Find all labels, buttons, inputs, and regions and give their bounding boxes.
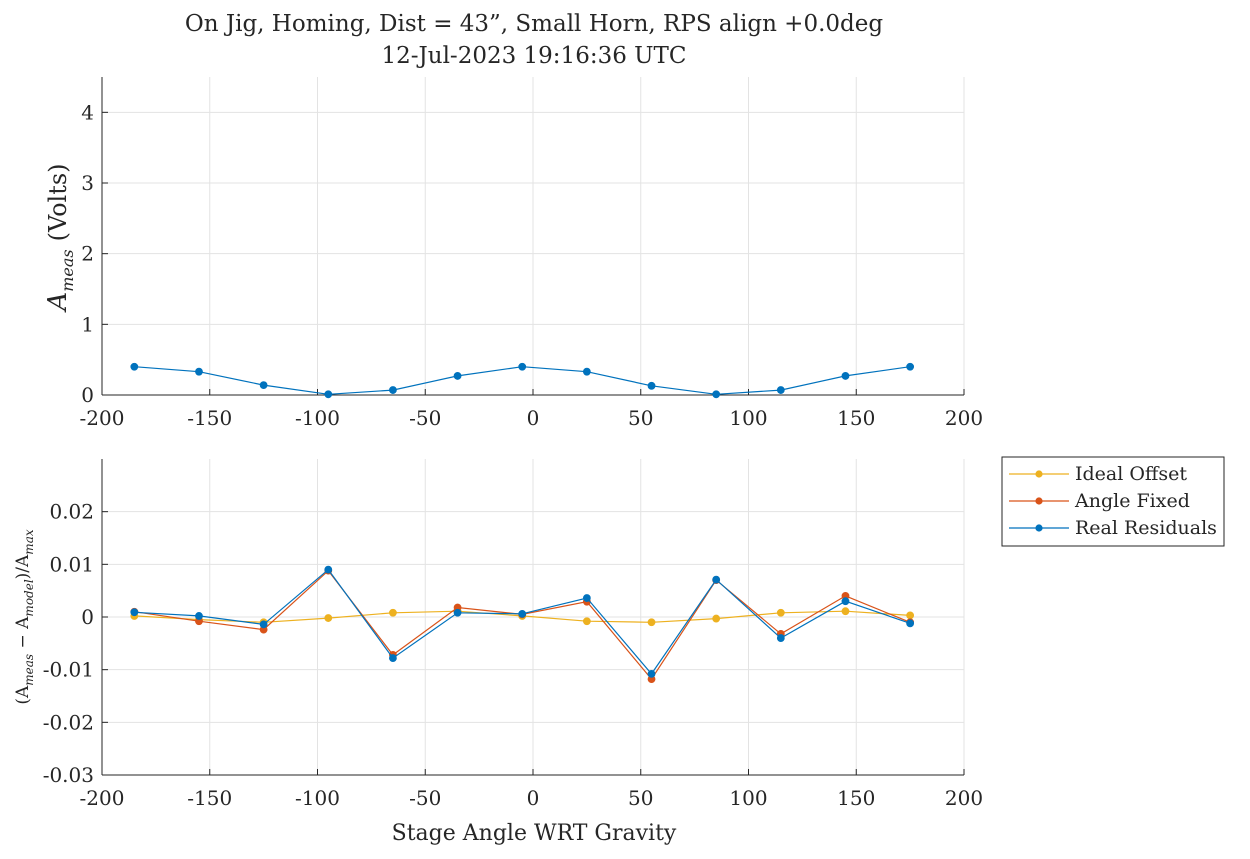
top-data-point-amplitude bbox=[324, 390, 333, 399]
bottom-data-point-real-residuals bbox=[259, 620, 268, 629]
bottom-data-point-ideal-offset bbox=[389, 608, 397, 617]
bottom-data-point-real-residuals bbox=[712, 575, 721, 584]
top-x-tick-label: -50 bbox=[409, 406, 441, 430]
bottom-data-point-real-residuals bbox=[453, 608, 462, 617]
bottom-x-tick-label: 0 bbox=[527, 786, 540, 810]
top-y-tick-label: 1 bbox=[81, 312, 94, 336]
top-y-axis-label: Ameas (Volts) bbox=[43, 163, 77, 312]
bottom-x-tick-label: 100 bbox=[729, 786, 767, 810]
bottom-series bbox=[130, 565, 915, 684]
top-x-tick-label: -150 bbox=[187, 406, 232, 430]
bottom-y-tick-label: -0.03 bbox=[43, 763, 94, 787]
top-plot: -200 -150 -100 -50 0 50 100 150 200 0 1 2 3 4 Ameas (V… bbox=[43, 77, 983, 430]
legend: Ideal Offset Angle Fixed Real Residuals bbox=[1001, 456, 1225, 547]
bottom-y-tick-label: 0.01 bbox=[49, 552, 94, 576]
bottom-y-label-part-5: )/A bbox=[13, 554, 33, 579]
top-data-point-amplitude bbox=[582, 367, 591, 376]
bottom-y-tick-label: 0.02 bbox=[49, 500, 94, 524]
bottom-data-point-real-residuals bbox=[841, 597, 850, 606]
bottom-y-tick-label: 0 bbox=[81, 605, 94, 629]
bottom-data-point-real-residuals bbox=[647, 669, 656, 678]
bottom-x-tick-label: -150 bbox=[187, 786, 232, 810]
bottom-data-point-real-residuals bbox=[518, 609, 527, 618]
bottom-data-point-ideal-offset bbox=[906, 611, 915, 620]
top-y-tick-label: 3 bbox=[81, 171, 94, 195]
top-data-point-amplitude bbox=[647, 381, 656, 390]
top-data-point-amplitude bbox=[389, 386, 397, 394]
bottom-data-point-real-residuals bbox=[130, 608, 139, 617]
bottom-x-axis-label: Stage Angle WRT Gravity bbox=[392, 821, 677, 846]
bottom-axes bbox=[101, 459, 965, 776]
top-data-point-amplitude bbox=[259, 381, 268, 390]
top-data-point-amplitude bbox=[906, 362, 915, 371]
legend-entry-label: Angle Fixed bbox=[1074, 490, 1190, 512]
top-y-tick-label: 0 bbox=[81, 383, 94, 407]
top-data-point-amplitude bbox=[841, 372, 850, 380]
bottom-y-tick-label: -0.02 bbox=[43, 710, 94, 734]
legend-swatch-marker bbox=[1035, 524, 1043, 532]
top-y-tick-label: 4 bbox=[81, 100, 94, 124]
top-axes bbox=[101, 77, 965, 396]
bottom-data-point-ideal-offset bbox=[647, 618, 656, 627]
bottom-y-label-part-2: meas bbox=[22, 654, 36, 686]
bottom-data-point-real-residuals bbox=[582, 594, 591, 602]
bottom-data-point-real-residuals bbox=[389, 654, 397, 662]
chart-title-line-2: 12-Jul-2023 19:16:36 UTC bbox=[382, 43, 687, 69]
top-series bbox=[130, 362, 915, 399]
bottom-y-tick-label: -0.01 bbox=[43, 658, 94, 682]
legend-swatch-marker bbox=[1035, 497, 1043, 505]
top-data-point-amplitude bbox=[130, 362, 139, 371]
bottom-tick-labels: -200 -150 -100 -50 0 50 100 150 200 -0.03 -0.02 -0.… bbox=[43, 500, 983, 810]
bottom-y-label-part-4: model bbox=[22, 579, 36, 616]
bottom-x-tick-label: 150 bbox=[837, 786, 875, 810]
chart-title-line-1: On Jig, Homing, Dist = 43”, Small Horn, … bbox=[185, 11, 883, 37]
bottom-x-tick-label: 50 bbox=[628, 786, 653, 810]
bottom-y-label-part-1: (A bbox=[13, 685, 33, 705]
top-x-tick-label: -100 bbox=[295, 406, 340, 430]
bottom-y-label-part-6: max bbox=[22, 529, 36, 555]
bottom-y-axis-label: (Ameas − Amodel)/Amax bbox=[13, 529, 36, 704]
bottom-y-label-part-3: − A bbox=[13, 616, 33, 654]
top-x-tick-label: 0 bbox=[527, 406, 540, 430]
top-y-axis-label-subscript: meas bbox=[58, 249, 77, 291]
bottom-x-tick-label: -200 bbox=[80, 786, 125, 810]
top-data-point-amplitude bbox=[776, 386, 785, 394]
top-x-tick-label: 150 bbox=[837, 406, 875, 430]
bottom-data-point-real-residuals bbox=[324, 565, 333, 574]
top-tick-labels: -200 -150 -100 -50 0 50 100 150 200 0 1 2 3 4 bbox=[80, 100, 984, 430]
top-y-axis-label-main: A bbox=[43, 292, 73, 313]
top-y-tick-label: 2 bbox=[81, 242, 94, 266]
bottom-data-point-ideal-offset bbox=[841, 607, 850, 616]
bottom-data-point-ideal-offset bbox=[712, 614, 721, 623]
bottom-plot: -200 -150 -100 -50 0 50 100 150 200 -0.03 -0.02 -0.… bbox=[13, 459, 983, 846]
bottom-x-tick-label: 200 bbox=[945, 786, 983, 810]
bottom-x-tick-label: -100 bbox=[295, 786, 340, 810]
top-data-point-amplitude bbox=[453, 372, 462, 380]
top-x-tick-label: 50 bbox=[628, 406, 653, 430]
bottom-data-point-real-residuals bbox=[906, 619, 915, 628]
legend-entry-label: Real Residuals bbox=[1075, 517, 1217, 539]
top-data-point-amplitude bbox=[195, 367, 203, 376]
top-x-tick-label: 200 bbox=[945, 406, 983, 430]
top-y-axis-label-units: (Volts) bbox=[44, 163, 72, 241]
legend-swatch-marker bbox=[1035, 470, 1043, 478]
bottom-data-point-ideal-offset bbox=[582, 617, 591, 626]
top-grid bbox=[101, 77, 965, 396]
top-data-point-amplitude bbox=[712, 390, 721, 399]
top-data-point-amplitude bbox=[518, 362, 527, 371]
bottom-data-point-ideal-offset bbox=[776, 608, 785, 617]
top-x-tick-label: -200 bbox=[80, 406, 125, 430]
bottom-data-point-real-residuals bbox=[776, 634, 785, 642]
bottom-data-point-real-residuals bbox=[195, 612, 203, 620]
bottom-data-point-ideal-offset bbox=[324, 614, 333, 622]
top-x-tick-label: 100 bbox=[729, 406, 767, 430]
bottom-x-tick-label: -50 bbox=[409, 786, 441, 810]
legend-entry-label: Ideal Offset bbox=[1075, 463, 1187, 485]
